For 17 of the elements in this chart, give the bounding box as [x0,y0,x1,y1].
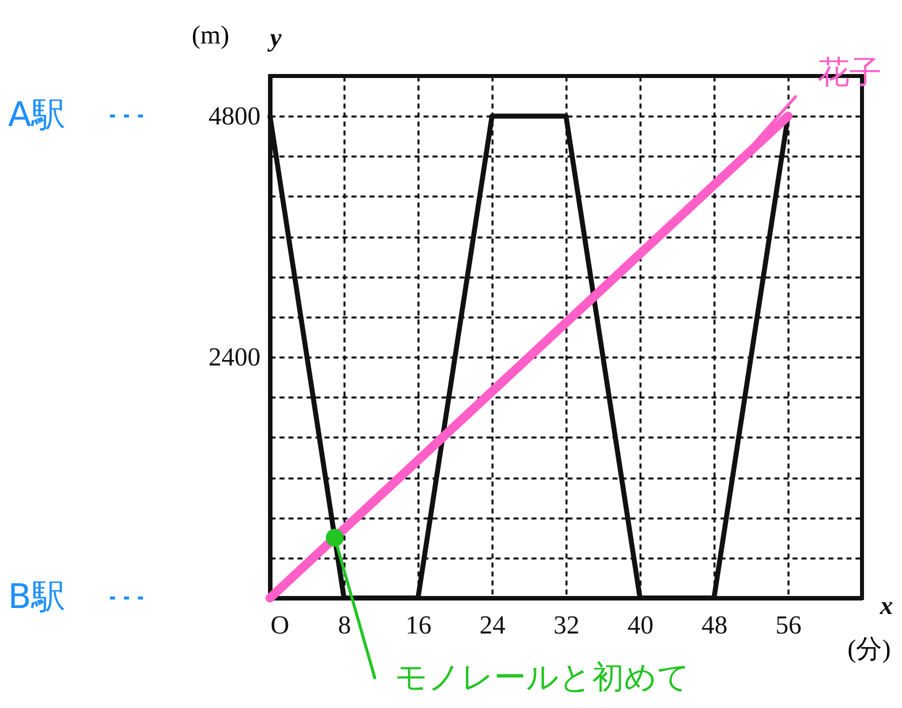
text: y [267,23,282,52]
x-tick-label: 56 [776,610,802,640]
x-tick-label: 8 [338,610,351,640]
y-tick-label: 2400 [208,342,260,372]
text: x [879,591,893,620]
x-tick-label: 24 [480,610,506,640]
y-tick-label: 4800 [208,102,260,131]
x-tick-label: 48 [702,610,728,640]
x-tick-label: 16 [406,610,432,640]
x-tick-label: O [270,610,290,640]
x-tick-label: 40 [628,610,654,640]
text: A駅 [8,95,66,135]
text: B駅 [8,577,66,617]
annotation: モノレールと初めて [394,658,690,696]
y-axis-title: (m) [192,20,230,50]
x-tick-label: 32 [554,610,580,640]
x-axis-title: (分) [848,634,891,664]
